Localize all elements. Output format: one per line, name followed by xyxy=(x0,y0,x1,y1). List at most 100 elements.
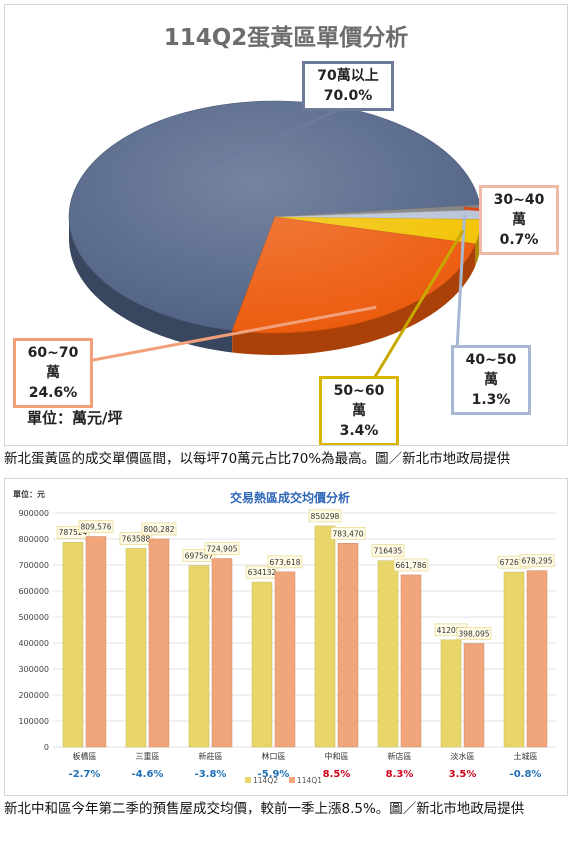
pie-side-4-0 xyxy=(232,243,476,355)
bar-value-label: 800,282 xyxy=(143,525,174,534)
legend-label-114Q2: 114Q2 xyxy=(253,776,278,785)
bar-ytick-label: 200000 xyxy=(18,691,49,700)
pie-leader-3 xyxy=(373,229,465,378)
bar-114Q1-3 xyxy=(274,571,296,748)
pie-label-50-60: 50~60萬 3.4% xyxy=(319,376,399,445)
pie-label-70-up-value: 70.0% xyxy=(323,88,373,104)
bar-category-label: 新莊區 xyxy=(199,751,223,761)
legend-swatch-114Q2 xyxy=(245,777,251,783)
pie-leader-2 xyxy=(455,214,466,351)
bar-114Q1-0 xyxy=(85,536,107,748)
bar-category-label: 林口區 xyxy=(262,751,286,761)
bar-114Q1-6 xyxy=(463,643,485,748)
bar-category-label: 新店區 xyxy=(388,751,412,761)
bar-ytick-label: 400000 xyxy=(18,639,49,648)
legend-swatch-114Q1 xyxy=(289,777,295,783)
bar-chart: 交易熱區成交均價分析 0 100000 200000 300000 400000 5000… xyxy=(18,490,557,785)
bar-114Q2-2 xyxy=(188,565,210,748)
pie-label-60-70-name: 60~70萬 xyxy=(27,345,79,381)
bar-change-label: -5.9% xyxy=(258,769,290,780)
pie-leader-0 xyxy=(198,108,340,171)
pie-label-50-60-value: 3.4% xyxy=(339,423,379,439)
pie-leader-4 xyxy=(76,305,377,365)
bar-value-label: 678,295 xyxy=(521,557,552,566)
bar-ytick-label: 300000 xyxy=(18,665,49,674)
bar-114Q1-4 xyxy=(337,543,359,748)
pie-label-70-up-name: 70萬以上 xyxy=(317,68,379,84)
pie-label-40-50-name: 40~50萬 xyxy=(465,352,517,388)
bar-value-label: 673,618 xyxy=(269,558,300,567)
bar-change-label: -0.8% xyxy=(510,769,542,780)
bar-label-box xyxy=(78,520,114,533)
bar-114Q2-0 xyxy=(62,541,84,748)
bar-label-box xyxy=(330,526,366,540)
bar-category-label: 淡水區 xyxy=(451,751,475,761)
bar-value-label: 787524 xyxy=(59,528,88,537)
pie-label-40-50-value: 1.3% xyxy=(471,392,511,408)
pie-label-50-60-name: 50~60萬 xyxy=(333,383,385,419)
pie-label-40-50: 40~50萬 1.3% xyxy=(451,345,531,415)
bar-chart-panel: 單位：元 交易熱區成交均價分析 0 100000 200000 300000 40000… xyxy=(4,478,568,796)
bar-ytick-label: 500000 xyxy=(18,613,49,622)
bar-change-label: -3.8% xyxy=(195,769,227,780)
bar-change-label: -2.7% xyxy=(69,769,101,780)
bar-caption: 新北中和區今年第二季的預售屋成交均價，較前一季上漲8.5%。圖／新北市地政局提供 xyxy=(4,801,525,817)
bar-change-label: -4.6% xyxy=(132,769,164,780)
pie-caption: 新北蛋黃區的成交單價區間，以每坪70萬元占比70%為最高。圖／新北市地政局提供 xyxy=(4,451,511,467)
bar-114Q2-4 xyxy=(314,525,336,748)
bar-value-label: 809,576 xyxy=(80,523,111,532)
bar-value-label: 763588 xyxy=(122,534,151,543)
pie-label-30-40: 30~40萬 0.7% xyxy=(479,185,559,255)
bar-ytick-label: 0 xyxy=(44,743,49,752)
bar-change-label: 3.5% xyxy=(449,769,477,780)
bar-114Q2-6 xyxy=(440,639,462,748)
bar-category-label: 土城區 xyxy=(514,751,538,761)
bar-114Q2-7 xyxy=(503,571,525,748)
bar-label-box xyxy=(308,509,342,523)
bar-value-label: 398,095 xyxy=(458,629,489,638)
bar-unit-label: 單位：元 xyxy=(13,490,45,499)
pie-title: 114Q2蛋黃區單價分析 xyxy=(164,24,409,51)
bar-label-box xyxy=(119,532,153,545)
bar-label-box xyxy=(371,544,405,558)
bar-value-label: 850298 xyxy=(311,512,340,521)
bar-ytick-label: 100000 xyxy=(18,717,49,726)
pie-label-30-40-value: 0.7% xyxy=(499,232,539,248)
pie-label-60-70-value: 24.6% xyxy=(28,385,78,401)
bar-label-box xyxy=(456,627,492,640)
bar-label-box xyxy=(204,542,240,555)
bar-label-box xyxy=(267,555,303,569)
bar-title: 交易熱區成交均價分析 xyxy=(230,490,350,505)
bar-value-label: 634132 xyxy=(248,568,277,577)
bar-ytick-label: 600000 xyxy=(18,587,49,596)
pie-unit-label: 單位：萬元/坪 xyxy=(27,409,123,427)
bar-114Q1-7 xyxy=(526,570,548,748)
pie-label-30-40-name: 30~40萬 xyxy=(493,192,545,228)
legend-label-114Q1: 114Q1 xyxy=(297,776,322,785)
pie-highlight xyxy=(69,101,481,333)
pie-label-60-70: 60~70萬 24.6% xyxy=(13,338,93,408)
bar-ytick-label: 900000 xyxy=(18,509,49,518)
bar-category-label: 板橋區 xyxy=(73,751,97,761)
bar-value-label: 783,470 xyxy=(332,529,363,538)
bar-114Q2-5 xyxy=(377,560,399,748)
pie-chart: 114Q2蛋黃區單價分析 xyxy=(68,24,484,378)
bar-change-label: 8.5% xyxy=(323,769,351,780)
bar-category-label: 中和區 xyxy=(325,751,349,761)
bar-114Q1-1 xyxy=(148,538,170,748)
bar-change-label: 8.3% xyxy=(386,769,414,780)
bar-value-label: 724,905 xyxy=(206,545,237,554)
pie-chart-panel: 114Q2蛋黃區單價分析 70萬以上 70.0% 30~40萬 0.7% 40~… xyxy=(4,4,568,446)
bar-label-box xyxy=(519,554,555,567)
bar-value-label: 716435 xyxy=(374,547,403,556)
pie-label-70-up: 70萬以上 70.0% xyxy=(302,61,394,111)
bar-114Q2-1 xyxy=(125,548,147,748)
bar-value-label: 672674 xyxy=(500,558,529,567)
bar-label-box xyxy=(393,558,429,572)
pie-side-0-0 xyxy=(69,217,233,353)
bar-value-label: 697587 xyxy=(185,552,214,561)
bar-114Q2-3 xyxy=(251,581,273,748)
bar-114Q1-5 xyxy=(400,574,422,748)
bar-category-label: 三重區 xyxy=(136,751,160,761)
bar-value-label: 412051 xyxy=(437,626,466,635)
